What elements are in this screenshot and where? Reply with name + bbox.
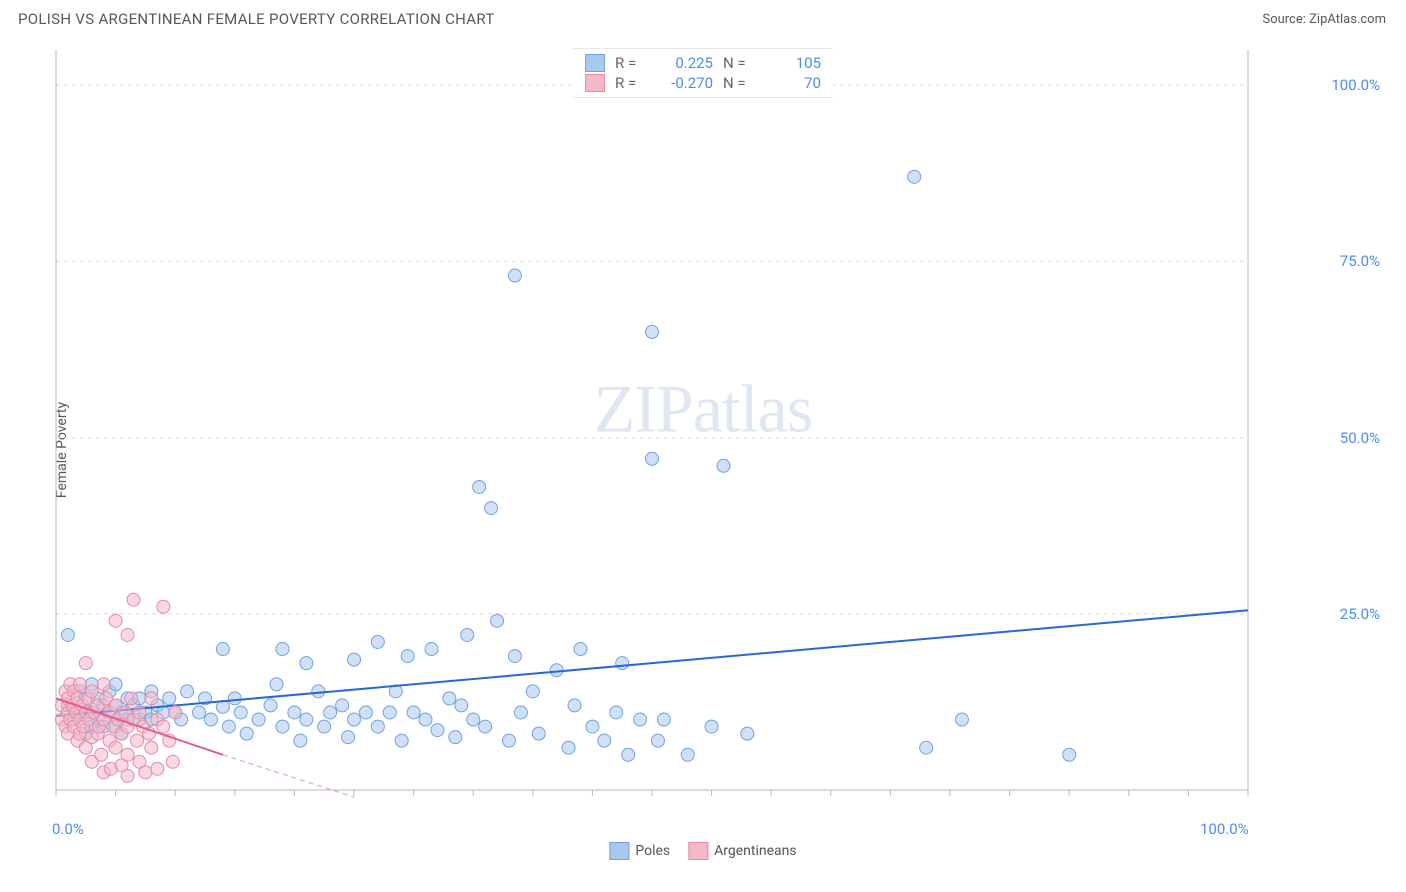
legend-swatch-poles-icon xyxy=(609,842,629,860)
x-tick-label: 0.0% xyxy=(52,820,84,838)
x-tick-label: 100.0% xyxy=(1200,820,1249,838)
legend-swatch-poles xyxy=(585,54,605,72)
chart-title: POLISH VS ARGENTINEAN FEMALE POVERTY COR… xyxy=(18,10,495,28)
legend-row-argentineans: R = -0.270 N = 70 xyxy=(585,73,821,93)
y-tick-label: 50.0% xyxy=(1340,429,1380,447)
series-legend: Poles Argentineans xyxy=(609,842,796,860)
scatter-plot xyxy=(48,40,1318,830)
y-tick-label: 25.0% xyxy=(1340,605,1380,623)
legend-swatch-argentineans-icon xyxy=(688,842,708,860)
legend-item-poles: Poles xyxy=(609,842,670,860)
y-tick-label: 100.0% xyxy=(1331,76,1380,94)
chart-area: Female Poverty ZIPatlas R = 0.225 N = 10… xyxy=(18,40,1388,860)
correlation-legend: R = 0.225 N = 105 R = -0.270 N = 70 xyxy=(573,48,833,98)
y-tick-label: 75.0% xyxy=(1340,252,1380,270)
chart-header: POLISH VS ARGENTINEAN FEMALE POVERTY COR… xyxy=(0,0,1406,34)
chart-source: Source: ZipAtlas.com xyxy=(1262,12,1386,27)
legend-row-poles: R = 0.225 N = 105 xyxy=(585,53,821,73)
legend-item-argentineans: Argentineans xyxy=(688,842,796,860)
legend-swatch-argentineans xyxy=(585,74,605,92)
